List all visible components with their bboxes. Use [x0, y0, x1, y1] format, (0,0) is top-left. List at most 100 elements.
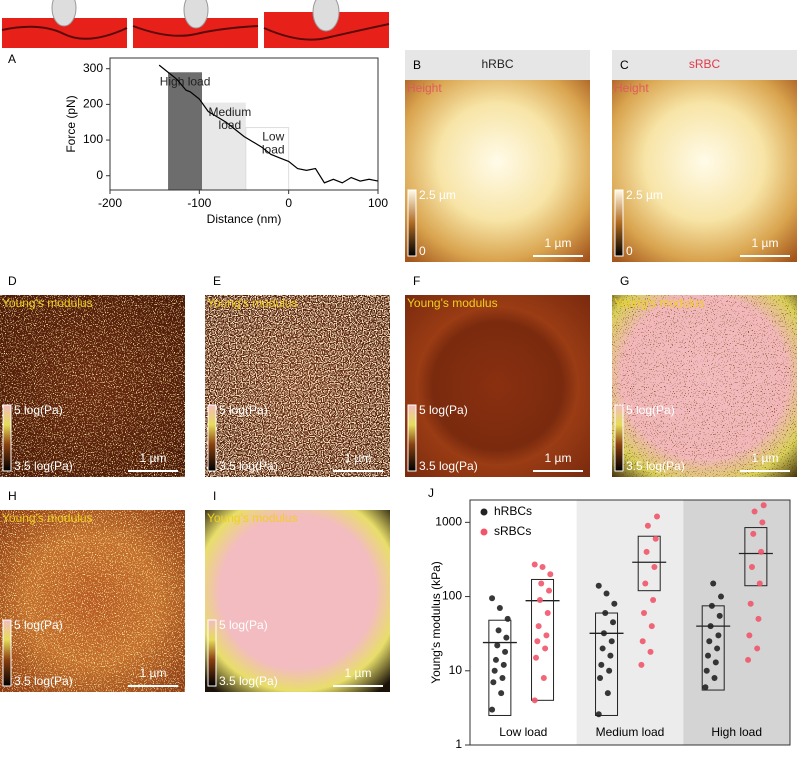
data-point — [610, 619, 617, 626]
data-point — [654, 513, 660, 520]
data-point — [533, 654, 540, 661]
panel-label: I — [213, 489, 216, 503]
data-point — [611, 600, 618, 607]
scale-label: 1 µm — [752, 236, 779, 250]
colorbar-min: 3.5 log(Pa) — [626, 459, 685, 473]
scale-label: 1 µm — [345, 666, 372, 680]
data-point — [600, 630, 607, 637]
afm-image — [405, 295, 590, 477]
x-tick-label: 0 — [285, 196, 292, 210]
y-tick-label: 0 — [96, 168, 103, 182]
region-label: load — [262, 143, 285, 157]
colorbar — [614, 189, 624, 257]
legend-marker — [480, 528, 488, 536]
channel-label: Height — [407, 81, 442, 95]
scale-label: 1 µm — [345, 451, 372, 465]
afm-texture — [0, 510, 185, 692]
data-point — [546, 587, 553, 594]
colorbar-max: 5 log(Pa) — [219, 403, 268, 417]
data-point — [543, 632, 550, 639]
panel-label: F — [413, 274, 420, 288]
data-point — [531, 561, 538, 568]
scale-label: 1 µm — [140, 666, 167, 680]
data-point — [598, 661, 605, 668]
category-band — [576, 500, 684, 745]
x-tick-label: 100 — [368, 196, 388, 210]
scale-label: 1 µm — [545, 451, 572, 465]
data-point — [758, 548, 765, 555]
data-point — [703, 667, 710, 674]
data-point — [747, 600, 754, 607]
data-point — [602, 610, 609, 617]
data-point — [746, 632, 753, 639]
force-curve — [158, 64, 379, 184]
box — [531, 578, 555, 701]
category-label: Medium load — [596, 725, 665, 739]
panel-label: A — [8, 52, 16, 66]
panel-label: G — [620, 274, 629, 288]
data-point — [607, 652, 614, 659]
data-point — [595, 582, 602, 589]
data-point — [641, 610, 647, 617]
box — [637, 535, 661, 592]
data-point — [715, 632, 722, 639]
x-axis-label: Distance (nm) — [207, 212, 282, 226]
data-point — [539, 564, 546, 571]
legend-label: hRBCs — [494, 504, 532, 518]
data-point — [710, 580, 717, 587]
scale-label: 1 µm — [752, 451, 779, 465]
data-point — [750, 530, 757, 537]
data-point — [760, 502, 767, 509]
colorbar-max: 5 log(Pa) — [626, 403, 675, 417]
data-point — [714, 645, 721, 652]
data-point — [502, 648, 509, 655]
colorbar-min: 3.5 log(Pa) — [419, 459, 478, 473]
y-tick-label: 1 — [455, 737, 462, 751]
data-point — [706, 638, 713, 645]
data-point — [544, 610, 551, 617]
data-point — [716, 612, 723, 619]
plot-frame — [109, 57, 379, 191]
colorbar-max: 5 log(Pa) — [219, 618, 268, 632]
y-tick-label: 300 — [83, 61, 103, 75]
box — [744, 527, 768, 587]
region-label: Medium — [209, 105, 252, 119]
category-band — [470, 500, 577, 745]
afm-image — [405, 80, 590, 262]
panel-label: J — [428, 486, 434, 500]
panel-header — [405, 50, 590, 80]
panel-label: E — [213, 274, 221, 288]
afm-image — [612, 80, 797, 262]
data-point — [748, 564, 755, 571]
data-point — [599, 645, 606, 652]
data-point — [494, 642, 501, 649]
colorbar-max: 2.5 µm — [626, 188, 663, 202]
data-point — [535, 623, 542, 630]
data-point — [604, 690, 611, 697]
colorbar — [207, 619, 217, 687]
data-point — [603, 590, 610, 597]
data-point — [718, 593, 724, 600]
panel-header — [612, 50, 797, 80]
channel-label: Young's modulus — [614, 296, 705, 310]
data-point — [639, 638, 646, 645]
data-point — [547, 571, 554, 578]
channel-label: Young's modulus — [2, 296, 93, 310]
data-point — [531, 697, 538, 704]
category-label: High load — [711, 725, 762, 739]
data-point — [498, 690, 505, 697]
afm-texture — [0, 295, 185, 477]
colorbar — [614, 404, 624, 472]
panel-title: sRBC — [689, 57, 721, 71]
colorbar-min: 3.5 log(Pa) — [219, 674, 278, 688]
colorbar-max: 5 log(Pa) — [419, 403, 468, 417]
legend-marker — [480, 508, 488, 516]
plot-frame — [469, 499, 791, 746]
channel-label: Height — [614, 81, 649, 95]
data-point — [499, 674, 506, 681]
data-point — [705, 652, 711, 659]
y-axis-label: Force (pN) — [64, 95, 78, 152]
data-point — [643, 548, 650, 555]
legend-label: sRBCs — [494, 524, 531, 538]
data-point — [648, 623, 655, 630]
